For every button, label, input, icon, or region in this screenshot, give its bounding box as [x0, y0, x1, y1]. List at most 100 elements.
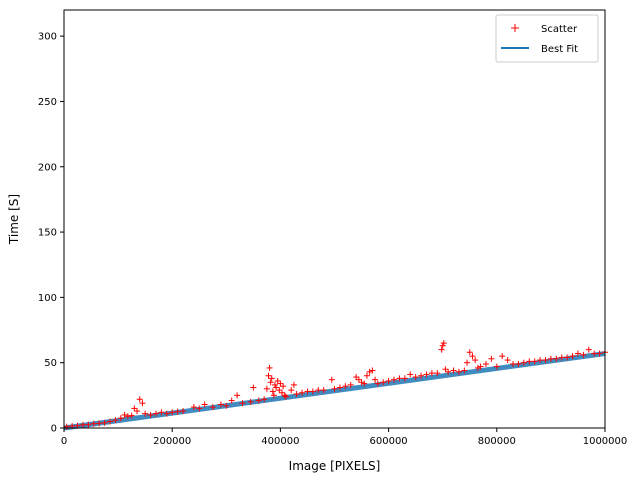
scatter-point [596, 350, 603, 357]
scatter-point [391, 376, 398, 383]
legend-scatter-label: Scatter [541, 24, 578, 35]
y-tick-label: 100 [38, 293, 57, 304]
scatter-point [520, 359, 527, 366]
scatter-point [428, 370, 435, 377]
scatter-point [174, 408, 181, 415]
scatter-point [455, 368, 462, 375]
scatter-point [423, 371, 430, 378]
x-tick-label: 400000 [261, 436, 299, 447]
scatter-point [147, 411, 154, 418]
scatter-layer [63, 340, 608, 430]
x-tick-label: 600000 [370, 436, 408, 447]
scatter-point [124, 413, 131, 420]
scatter-point [128, 412, 135, 419]
scatter-point [180, 408, 187, 415]
scatter-point [117, 415, 124, 422]
scatter-point [585, 346, 592, 353]
scatter-point [247, 398, 254, 405]
scatter-point [281, 392, 288, 399]
scatter-point [112, 417, 119, 424]
scatter-point [526, 358, 533, 365]
scatter-point [255, 397, 262, 404]
scatter-point [580, 351, 587, 358]
scatter-point [320, 387, 327, 394]
scatter-point [304, 388, 311, 395]
scatter-point [434, 370, 441, 377]
scatter-point [290, 381, 297, 388]
y-tick-label: 300 [38, 32, 57, 43]
x-tick-label: 0 [61, 436, 67, 447]
scatter-point [482, 360, 489, 367]
scatter-point [270, 392, 277, 399]
y-tick-label: 0 [51, 424, 57, 435]
scatter-point [279, 389, 286, 396]
scatter-point [328, 376, 335, 383]
legend: Scatter Best Fit [495, 14, 599, 63]
scatter-point [163, 410, 170, 417]
scatter-point [396, 375, 403, 382]
scatter-point [464, 359, 471, 366]
y-tick-label: 250 [38, 97, 57, 108]
y-axis-label: Time [S] [7, 194, 21, 245]
scatter-point [158, 409, 165, 416]
scatter-point [277, 380, 284, 387]
scatter-point [267, 379, 274, 386]
scatter-point [90, 420, 97, 427]
scatter-point [63, 423, 70, 430]
scatter-point [363, 372, 370, 379]
scatter-point [268, 375, 275, 382]
legend-box [495, 14, 599, 63]
scatter-point [438, 346, 445, 353]
scatter-point [472, 357, 479, 364]
scatter-point [442, 366, 449, 373]
scatter-point [558, 354, 565, 361]
legend-best-fit-label: Best Fit [541, 44, 578, 55]
scatter-point [361, 380, 368, 387]
scatter-point [85, 421, 92, 428]
scatter-point [418, 372, 425, 379]
scatter-point [499, 353, 506, 360]
scatter-point [299, 389, 306, 396]
scatter-point [369, 367, 376, 374]
x-tick-label: 1000000 [583, 436, 628, 447]
scatter-point [266, 364, 273, 371]
scatter-point [336, 384, 343, 391]
scatter-point [282, 393, 289, 400]
scatter-point [293, 391, 300, 398]
scatter-point [273, 384, 280, 391]
scatter-point [96, 420, 103, 427]
scatter-point [380, 379, 387, 386]
scatter-point [374, 380, 381, 387]
y-tick-label: 200 [38, 162, 57, 173]
scatter-point [265, 372, 272, 379]
scatter-point [466, 349, 473, 356]
y-tick-label: 50 [44, 358, 57, 369]
scatter-point [385, 377, 392, 384]
scatter-point [131, 405, 138, 412]
scatter-point [358, 379, 365, 386]
scatter-point [469, 353, 476, 360]
scatter-point [504, 357, 511, 364]
scatter-point [353, 374, 360, 381]
scatter-point [263, 385, 270, 392]
scatter-point [537, 357, 544, 364]
scatter-point [342, 383, 349, 390]
scatter-point [79, 421, 86, 428]
scatter-point [217, 401, 224, 408]
scatter-point [331, 385, 338, 392]
scatter-point [450, 367, 457, 374]
x-axis-label: Image [PIXELS] [289, 459, 381, 473]
scatter-point [542, 357, 549, 364]
scatter-point [412, 374, 419, 381]
scatter-point [531, 358, 538, 365]
scatter-point [407, 371, 414, 378]
plot-frame [63, 9, 606, 429]
scatter-point [223, 402, 230, 409]
scatter-point [169, 409, 176, 416]
scatter-point [574, 350, 581, 357]
scatter-point [139, 400, 146, 407]
scatter-point [440, 340, 447, 347]
scatter-point [315, 387, 322, 394]
scatter-point [134, 408, 141, 415]
